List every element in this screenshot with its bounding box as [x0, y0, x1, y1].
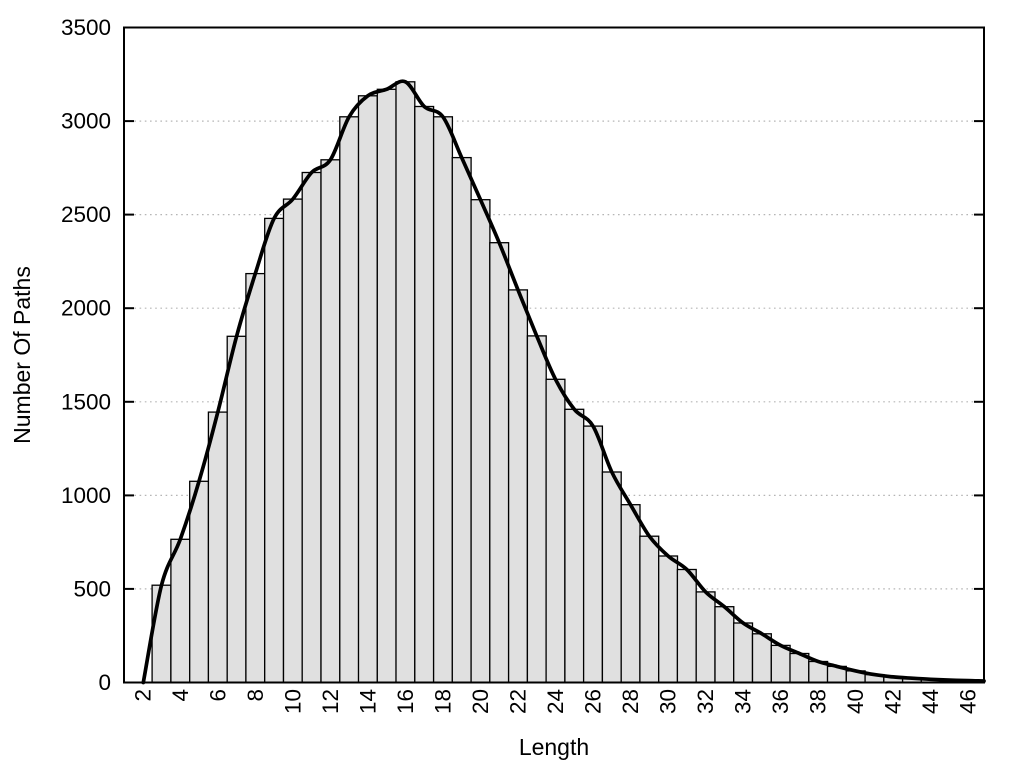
histogram-bar — [451, 156, 472, 684]
y-tick-label: 3000 — [61, 109, 111, 134]
frequency-curve — [141, 79, 986, 685]
histogram-bar — [189, 480, 210, 684]
histogram-bar — [470, 199, 491, 684]
histogram-bar — [207, 411, 228, 684]
histogram-bar — [151, 584, 172, 684]
curve-layer — [141, 79, 986, 685]
y-tick-label: 3500 — [61, 15, 111, 40]
histogram-bar — [489, 242, 510, 684]
x-tick-label: 40 — [843, 689, 868, 714]
x-tick-label: 16 — [393, 689, 418, 714]
y-tick-label: 1000 — [61, 483, 111, 508]
x-tick-label: 44 — [918, 689, 943, 714]
y-axis-title: Number Of Paths — [9, 266, 35, 444]
x-axis-title: Length — [519, 734, 589, 760]
histogram-bar — [339, 116, 360, 684]
x-tick-label: 8 — [243, 689, 268, 702]
x-tick-label: 2 — [130, 689, 155, 702]
y-tick-label: 2500 — [61, 202, 111, 227]
histogram-bar — [395, 81, 416, 684]
histogram-bar — [676, 568, 697, 684]
y-tick-label: 500 — [73, 576, 111, 601]
histogram-bar — [658, 555, 679, 684]
histogram-bar — [564, 408, 585, 684]
x-tick-label: 4 — [168, 689, 193, 702]
x-tick-label: 22 — [506, 689, 531, 714]
y-tick-label: 1500 — [61, 389, 111, 414]
x-tick-label: 6 — [205, 689, 230, 702]
histogram-bar — [320, 159, 341, 684]
y-tick-label: 2000 — [61, 296, 111, 321]
histogram-bar — [226, 335, 247, 684]
x-tick-label: 36 — [768, 689, 793, 714]
histogram-bar — [301, 171, 322, 684]
frame-layer — [123, 26, 985, 684]
plot-frame — [123, 26, 985, 684]
histogram-bar — [282, 198, 303, 684]
x-tick-label: 20 — [468, 689, 493, 714]
histogram-bar — [507, 289, 529, 684]
histogram-bar — [733, 622, 754, 684]
x-tick-label: 28 — [618, 689, 643, 714]
x-tick-label: 18 — [430, 689, 455, 714]
histogram-bar — [357, 95, 378, 684]
x-tick-label: 34 — [731, 689, 756, 714]
x-tick-label: 12 — [318, 689, 343, 714]
x-tick-label: 30 — [656, 689, 681, 714]
x-tick-label: 10 — [280, 689, 305, 714]
histogram-bar — [526, 335, 547, 684]
x-tick-label: 26 — [581, 689, 606, 714]
x-tick-label: 38 — [806, 689, 831, 714]
x-tick-label: 14 — [355, 689, 380, 714]
histogram-bar — [264, 217, 285, 684]
histogram-bar — [714, 606, 735, 684]
histogram-bar — [432, 116, 454, 684]
histogram-bar — [751, 633, 772, 684]
histogram-bar — [639, 535, 660, 684]
histogram-bar — [245, 272, 266, 684]
histogram-bar — [770, 644, 791, 684]
histogram-bar — [582, 425, 604, 684]
bars-layer — [151, 81, 979, 684]
histogram-bar — [545, 378, 566, 684]
histogram-bar — [170, 538, 191, 684]
histogram-bar — [376, 88, 397, 684]
histogram-bar — [695, 591, 716, 684]
x-tick-label: 32 — [693, 689, 718, 714]
y-tick-label: 0 — [98, 670, 111, 695]
x-tick-label: 46 — [956, 689, 981, 714]
x-tick-label: 42 — [881, 689, 906, 714]
histogram-bar — [620, 504, 641, 684]
histogram-bar — [601, 471, 622, 684]
x-tick-label: 24 — [543, 689, 568, 714]
histogram-bar — [414, 105, 435, 684]
